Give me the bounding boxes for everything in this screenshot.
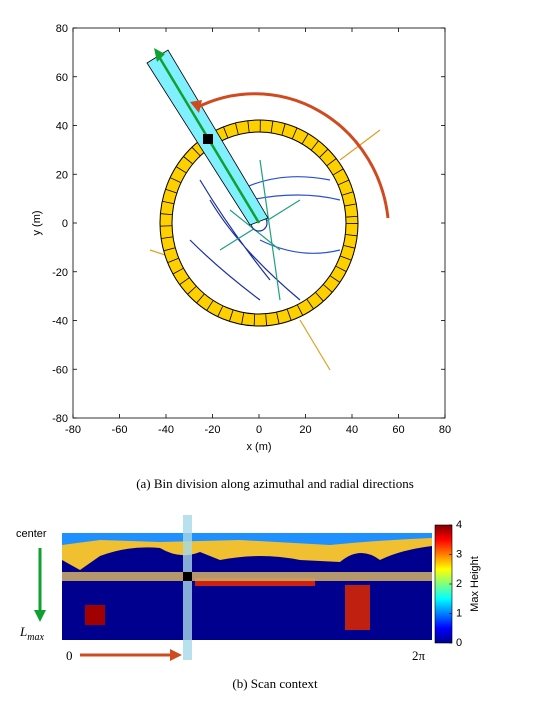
azimuth-arrow — [195, 92, 390, 219]
colorbar-tick-label: 1 — [456, 608, 462, 620]
y-tick-label: 60 — [56, 72, 68, 84]
colorbar-tick-label: 4 — [456, 519, 462, 531]
x-tick-label: -60 — [112, 424, 128, 436]
y-tick-label: -60 — [52, 364, 68, 376]
lmax-label: Lmax — [19, 624, 44, 643]
ring — [159, 119, 359, 327]
y-tick-label: 80 — [56, 23, 68, 35]
lmax-subscript: max — [27, 632, 44, 643]
end-label: 2π — [412, 648, 426, 663]
center-label: center — [16, 528, 47, 540]
radial-arrow-head — [34, 610, 46, 622]
x-tick-label: 40 — [346, 424, 358, 436]
caption-b: (b) Scan context — [232, 676, 318, 691]
x-tick-label: 20 — [299, 424, 311, 436]
x-tick-label: 0 — [256, 424, 262, 436]
y-tick-label: 0 — [62, 218, 68, 230]
y-tick-label: 20 — [56, 169, 68, 181]
y-tick-label: 40 — [56, 121, 68, 133]
x-tick-label: 60 — [392, 424, 404, 436]
colorbar-tick-label: 2 — [456, 578, 462, 590]
caption-a: (a) Bin division along azimuthal and rad… — [136, 476, 414, 491]
azimuth-arrow-head — [190, 100, 202, 113]
x-tick-label: 80 — [439, 424, 451, 436]
x-tick-label: -80 — [65, 424, 81, 436]
azimuth-arrow-head — [170, 649, 182, 661]
start-label: 0 — [66, 648, 73, 663]
axes: -80 -60 -40 -20 0 20 40 60 80 -80 -60 -40 -20 0 20 40 60… — [52, 23, 451, 436]
radial-arrow-head — [154, 48, 165, 62]
y-tick-label: -40 — [52, 316, 68, 328]
colorbar-tick-label: 0 — [456, 637, 462, 649]
scan-context — [62, 515, 432, 660]
colorbar-tick-label: 3 — [456, 549, 462, 561]
x-tick-label: -20 — [205, 424, 221, 436]
x-axis-label: x (m) — [246, 441, 271, 453]
selected-bin — [203, 134, 213, 144]
y-tick-label: -20 — [52, 267, 68, 279]
colorbar-axis: 0 1 2 3 4 — [449, 519, 462, 649]
x-tick-label: -40 — [158, 424, 174, 436]
y-tick-label: -80 — [52, 413, 68, 425]
y-axis-label: y (m) — [31, 210, 43, 235]
colorbar-label: Max Height — [469, 556, 481, 612]
lmax-symbol: L — [19, 624, 27, 639]
